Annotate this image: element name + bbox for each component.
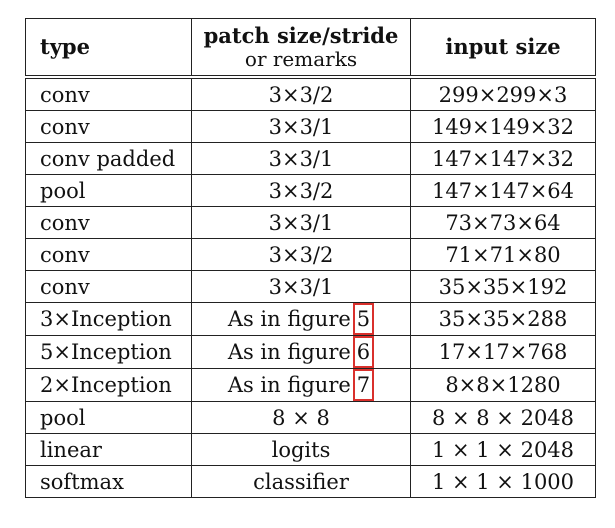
table-row: softmax classifier 1 × 1 × 1000 [25,465,596,498]
cell-type: conv [25,238,192,271]
cell-patch: 3×3/1 [191,142,411,175]
cell-patch: 3×3/2 [191,174,411,207]
table-row: pool 3×3/2 147×147×64 [25,174,596,207]
cell-patch: 8 × 8 [191,401,411,434]
cell-type: 5×Inception [25,335,192,369]
cell-patch-text: logits [271,437,331,462]
cell-patch-text: 3×3/2 [268,178,334,203]
cell-input-size: 147×147×32 [410,142,596,175]
cell-patch: As in figure 6 [191,335,411,369]
table-row: conv 3×3/1 35×35×192 [25,270,596,303]
table-row: conv 3×3/1 73×73×64 [25,206,596,239]
table-row: conv 3×3/1 149×149×32 [25,110,596,143]
cell-patch-text: 3×3/1 [268,146,334,171]
table-row: conv 3×3/2 299×299×3 [25,76,596,111]
header-input: input size [410,18,596,79]
cell-patch: 3×3/2 [191,238,411,271]
cell-patch: As in figure 7 [191,368,411,402]
cell-input-size: 35×35×192 [410,270,596,303]
cell-patch-text: 3×3/1 [268,114,334,139]
figure-reference-link[interactable]: 5 [352,303,375,335]
cell-patch-text: 8 × 8 [272,405,330,430]
header-patch-line1: patch size/stride [203,22,399,48]
cell-patch: logits [191,433,411,466]
cell-patch-text: 3×3/2 [268,242,334,267]
cell-input-size: 299×299×3 [410,76,596,111]
cell-type: linear [25,433,192,466]
cell-type: conv [25,110,192,143]
figure-reference-link[interactable]: 6 [352,336,375,368]
cell-input-size: 17×17×768 [410,335,596,369]
cell-input-size: 1 × 1 × 2048 [410,433,596,466]
table-header-row: type patch size/stride or remarks input … [25,18,596,79]
cell-patch: classifier [191,465,411,498]
cell-input-size: 71×71×80 [410,238,596,271]
table-row: 3×Inception As in figure 5 35×35×288 [25,302,596,336]
cell-patch-text: 3×3/1 [268,274,334,299]
cell-input-size: 1 × 1 × 1000 [410,465,596,498]
cell-type: conv [25,206,192,239]
cell-patch-text: As in figure [227,340,351,364]
figure-reference-link[interactable]: 7 [352,369,375,401]
cell-type: conv [25,76,192,111]
cell-patch: 3×3/1 [191,270,411,303]
cell-patch-text: 3×3/1 [268,210,334,235]
header-patch: patch size/stride or remarks [191,18,411,79]
cell-patch: As in figure 5 [191,302,411,336]
table-row: 5×Inception As in figure 6 17×17×768 [25,335,596,369]
cell-input-size: 149×149×32 [410,110,596,143]
cell-patch-text: As in figure [227,307,351,331]
cell-patch: 3×3/1 [191,110,411,143]
table-body: conv 3×3/2 299×299×3 conv 3×3/1 149×149×32 con… [25,76,596,498]
cell-patch-text: 3×3/2 [268,82,334,107]
cell-type: pool [25,174,192,207]
cell-type: softmax [25,465,192,498]
cell-input-size: 8 × 8 × 2048 [410,401,596,434]
architecture-table: type patch size/stride or remarks input … [25,18,596,498]
cell-type: pool [25,401,192,434]
table-row: 2×Inception As in figure 7 8×8×1280 [25,368,596,402]
table-row: conv 3×3/2 71×71×80 [25,238,596,271]
cell-input-size: 73×73×64 [410,206,596,239]
cell-input-size: 147×147×64 [410,174,596,207]
header-patch-line2: or remarks [244,47,358,72]
cell-input-size: 8×8×1280 [410,368,596,402]
header-type: type [25,18,192,79]
cell-type: conv [25,270,192,303]
cell-input-size: 35×35×288 [410,302,596,336]
cell-patch-text: As in figure [227,373,351,397]
cell-type: 3×Inception [25,302,192,336]
cell-type: 2×Inception [25,368,192,402]
cell-patch: 3×3/1 [191,206,411,239]
table-row: conv padded 3×3/1 147×147×32 [25,142,596,175]
cell-patch-text: classifier [253,469,349,494]
table-row: pool 8 × 8 8 × 8 × 2048 [25,401,596,434]
table-row: linear logits 1 × 1 × 2048 [25,433,596,466]
cell-patch: 3×3/2 [191,76,411,111]
cell-type: conv padded [25,142,192,175]
